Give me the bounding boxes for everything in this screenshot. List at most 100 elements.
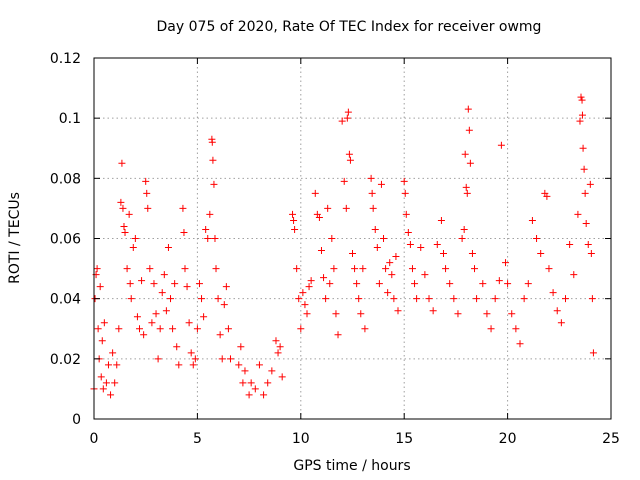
data-point [411, 280, 419, 288]
data-point [216, 331, 224, 339]
data-point [566, 241, 574, 249]
data-point [322, 295, 330, 303]
data-point [121, 228, 129, 236]
data-point [125, 210, 133, 218]
data-point [359, 265, 367, 273]
x-tick-label: 10 [292, 431, 310, 447]
data-point [458, 235, 466, 242]
data-point [328, 235, 336, 242]
x-tick-label: 5 [193, 431, 202, 447]
data-point [369, 204, 377, 212]
data-point [293, 265, 301, 273]
data-point [140, 331, 148, 339]
data-point [439, 250, 447, 258]
data-point [247, 379, 255, 387]
data-point [466, 159, 474, 167]
data-point [497, 141, 505, 149]
data-point [156, 325, 164, 333]
data-point [272, 337, 280, 345]
data-point [245, 391, 253, 399]
data-point [119, 204, 127, 212]
data-point [528, 216, 536, 224]
data-point [301, 301, 309, 309]
x-tick-label: 25 [602, 431, 620, 447]
data-point [303, 310, 311, 318]
y-tick-label: 0.12 [50, 51, 81, 67]
data-point [118, 159, 126, 167]
data-point [342, 204, 350, 212]
data-point [371, 225, 379, 233]
data-point [111, 379, 119, 387]
x-tick-label: 0 [90, 431, 99, 447]
data-point [524, 280, 532, 288]
data-point [218, 355, 226, 363]
data-point [97, 373, 105, 381]
data-point [462, 183, 470, 191]
data-point [150, 280, 158, 288]
data-point [579, 144, 587, 152]
data-point [402, 210, 410, 218]
data-point [577, 93, 585, 101]
data-point [512, 325, 520, 333]
data-point [127, 295, 135, 303]
data-point [94, 325, 102, 333]
data-point [171, 280, 179, 288]
data-point [495, 277, 503, 285]
data-point [557, 319, 565, 327]
data-point [388, 271, 396, 279]
data-point [169, 325, 177, 333]
data-point [463, 189, 471, 197]
data-point [100, 319, 108, 327]
x-axis-label: GPS time / hours [293, 458, 410, 474]
data-point [586, 180, 594, 188]
data-point [520, 295, 528, 303]
data-point [460, 225, 468, 233]
data-point [382, 265, 390, 273]
data-point [133, 313, 141, 321]
data-point [589, 349, 597, 357]
data-point [291, 225, 299, 233]
data-point [537, 250, 545, 258]
data-point [508, 310, 516, 318]
data-point [98, 337, 106, 345]
data-point [222, 283, 230, 291]
data-point [406, 241, 414, 249]
data-point [307, 277, 315, 285]
data-point [104, 361, 112, 369]
data-point [305, 283, 313, 291]
data-point [206, 210, 214, 218]
data-point [191, 355, 199, 363]
data-point [175, 361, 183, 369]
data-point [487, 325, 495, 333]
data-point [183, 283, 191, 291]
data-point [454, 310, 462, 318]
data-point [195, 280, 203, 288]
data-point [450, 295, 458, 303]
data-point [390, 295, 398, 303]
x-axis-ticks: 0 5 10 15 20 25 [90, 58, 620, 447]
data-point [187, 349, 195, 357]
data-point [315, 213, 323, 221]
data-point [123, 265, 131, 273]
data-point [429, 307, 437, 315]
data-point [588, 295, 596, 303]
data-point [109, 349, 117, 357]
data-point [142, 177, 150, 185]
data-point [211, 235, 219, 242]
data-point [491, 295, 499, 303]
data-point [189, 361, 197, 369]
data-point [135, 325, 143, 333]
data-point [324, 204, 332, 212]
data-point [158, 289, 166, 297]
data-point [146, 265, 154, 273]
data-point [224, 325, 232, 333]
data-point [99, 385, 107, 393]
data-point [340, 177, 348, 185]
data-point [126, 280, 134, 288]
data-point [346, 156, 354, 164]
x-tick-label: 20 [499, 431, 517, 447]
data-point [290, 216, 298, 224]
data-point [380, 235, 388, 242]
data-point [377, 180, 385, 188]
